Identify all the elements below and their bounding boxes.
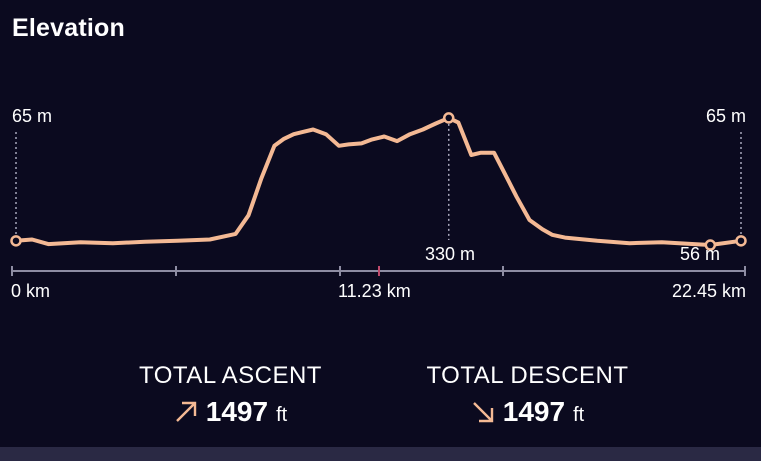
- arrow-up-right-icon: [175, 401, 196, 422]
- min-elevation-marker: [704, 239, 717, 251]
- total-ascent-stat: TOTAL ASCENT 1497 ft: [128, 362, 333, 428]
- elevation-profile-line: [14, 115, 743, 247]
- max-elevation-marker: [442, 112, 455, 124]
- total-descent-caption: TOTAL DESCENT: [426, 362, 629, 389]
- end-point-marker: [735, 235, 747, 247]
- end-elevation-label: 65 m: [705, 106, 746, 126]
- total-descent-unit: ft: [573, 404, 585, 426]
- arrow-down-right-icon: [472, 402, 493, 423]
- total-ascent-unit: ft: [276, 404, 288, 426]
- start-elevation-label: 65 m: [12, 106, 53, 126]
- min-elevation-label: 56 m: [680, 244, 721, 264]
- elevation-chart: [10, 112, 747, 276]
- x-tick-label-end: 22.45 km: [671, 281, 746, 301]
- total-ascent-value: 1497: [205, 396, 269, 427]
- total-descent-stat: TOTAL DESCENT 1497 ft: [415, 362, 640, 428]
- page-title: Elevation: [12, 14, 125, 42]
- total-descent-value: 1497: [502, 396, 566, 427]
- start-point-marker: [10, 235, 22, 247]
- bottom-bar: [0, 447, 761, 461]
- x-tick-label-mid: 11.23 km: [338, 281, 411, 301]
- stats-section: TOTAL ASCENT 1497 ft TOTAL DESCENT 1497 …: [0, 362, 761, 442]
- total-ascent-caption: TOTAL ASCENT: [139, 362, 322, 389]
- x-tick-label-start: 0 km: [11, 281, 51, 301]
- max-elevation-label: 330 m: [425, 244, 476, 264]
